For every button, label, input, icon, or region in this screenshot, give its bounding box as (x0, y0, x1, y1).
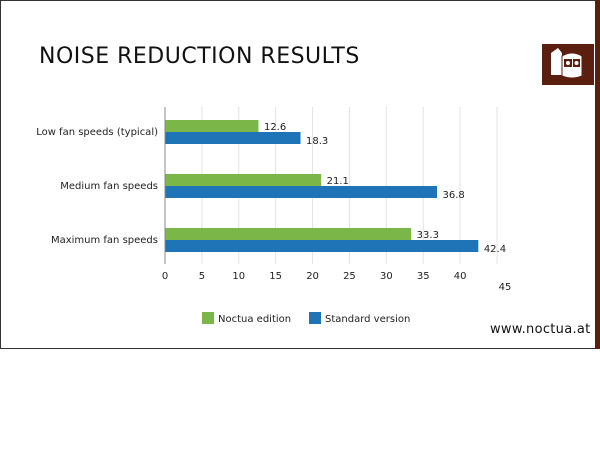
category-label: Medium fan speeds (60, 181, 158, 192)
legend-swatch (309, 312, 321, 324)
legend-swatch (202, 312, 214, 324)
bar (165, 120, 259, 132)
bar-chart: 0 5 10 15 20 25 30 35 40 45 Low fan speeds (typica… (36, 107, 512, 325)
data-label: 12.6 (264, 122, 286, 133)
x-tick-label: 40 (454, 271, 467, 282)
website-url: www.noctua.at (490, 322, 591, 337)
x-tick-label: 25 (343, 271, 356, 282)
bar (165, 174, 322, 186)
owl-logo-icon (542, 44, 594, 85)
data-label: 36.8 (443, 190, 465, 201)
page-title: NOISE REDUCTION RESULTS (39, 44, 360, 69)
data-label: 42.4 (484, 244, 506, 255)
bar (165, 228, 412, 240)
x-tick-label: 0 (162, 271, 168, 282)
legend-label: Standard version (325, 314, 410, 325)
bar (165, 132, 301, 144)
data-label: 21.1 (327, 176, 349, 187)
category-label: Maximum fan speeds (51, 235, 158, 246)
data-label: 18.3 (306, 136, 328, 147)
x-tick-label: 5 (199, 271, 205, 282)
bar (165, 186, 438, 198)
accent-bar (595, 0, 600, 349)
x-tick-label: 10 (232, 271, 245, 282)
category-label: Low fan speeds (typical) (36, 127, 158, 138)
x-tick-label: 45 (499, 282, 512, 293)
bar (165, 240, 479, 252)
legend-label: Noctua edition (218, 314, 291, 325)
x-tick-label: 15 (269, 271, 282, 282)
data-label: 33.3 (417, 230, 439, 241)
x-tick-label: 35 (417, 271, 430, 282)
x-tick-label: 30 (380, 271, 393, 282)
x-tick-label: 20 (306, 271, 319, 282)
